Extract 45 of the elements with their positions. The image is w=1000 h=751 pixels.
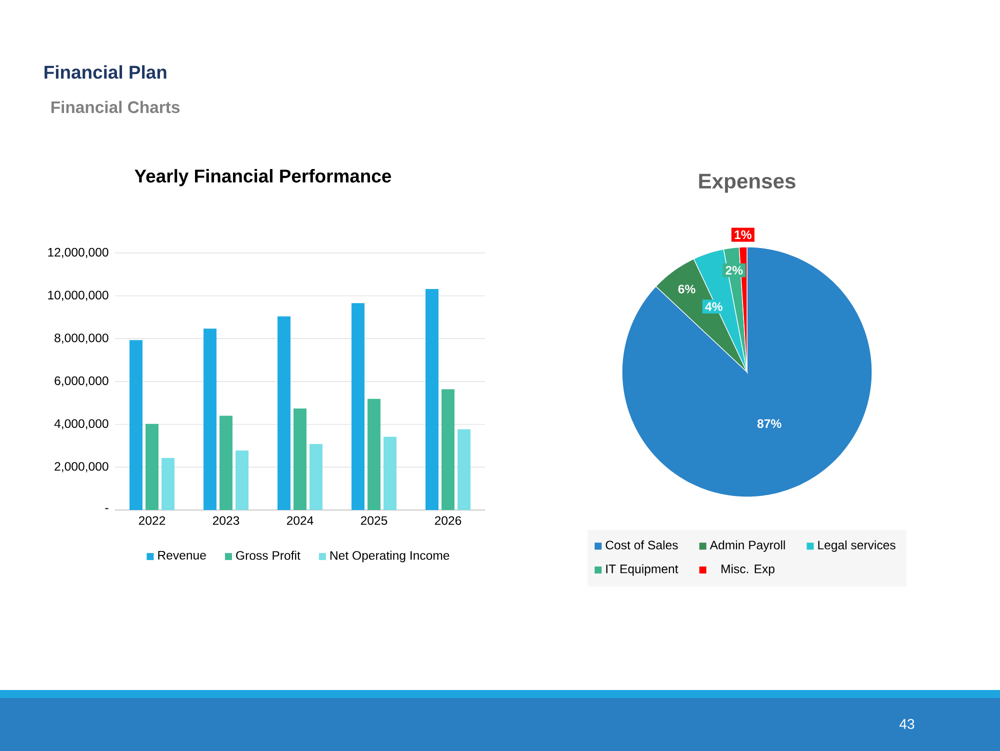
bar xyxy=(146,424,159,510)
bar xyxy=(442,389,455,510)
bar xyxy=(130,340,143,510)
x-tick-label: 2024 xyxy=(286,516,314,525)
bar xyxy=(352,303,365,510)
legend-label: Revenue xyxy=(158,551,206,560)
y-tick-label: 6,000,000 xyxy=(54,376,108,387)
y-tick-label: 10,000,000 xyxy=(48,290,108,301)
bar xyxy=(278,316,291,510)
text: Financial Charts xyxy=(51,100,180,114)
y-tick-label: 8,000,000 xyxy=(54,334,108,344)
bar xyxy=(204,328,217,510)
legend-label: Cost of Sales xyxy=(606,540,678,550)
legend-label: Legal services xyxy=(818,540,896,552)
legend-label: Misc. Exp xyxy=(722,564,774,576)
data-label: 87% xyxy=(757,419,782,428)
bar xyxy=(384,436,397,510)
legend-label: Net Operating Income xyxy=(330,550,450,562)
bar xyxy=(162,458,175,510)
chart-title: Expenses xyxy=(699,174,796,193)
legend-label: IT Equipment xyxy=(606,564,678,576)
y-tick-label: - xyxy=(105,508,108,510)
bar xyxy=(220,416,233,510)
bar xyxy=(310,444,323,510)
data-label: 4% xyxy=(705,302,722,311)
x-tick-label: 2025 xyxy=(360,516,388,525)
y-tick-label: 2,000,000 xyxy=(54,462,108,472)
legend-label: Admin Payroll xyxy=(710,540,785,552)
data-label: 6% xyxy=(678,284,696,294)
x-tick-label: 2022 xyxy=(138,516,166,525)
data-label: 2% xyxy=(726,266,743,275)
bar xyxy=(368,398,381,510)
x-tick-label: 2026 xyxy=(434,516,462,525)
chart-title: Yearly Financial Performance xyxy=(134,169,392,186)
text: 43 xyxy=(900,719,914,729)
legend-label: Gross Profit xyxy=(236,550,300,560)
bar xyxy=(458,429,471,510)
y-tick-label: 4,000,000 xyxy=(54,419,108,430)
bar xyxy=(294,408,307,510)
bar xyxy=(236,450,249,510)
y-tick-label: 12,000,000 xyxy=(48,248,108,258)
text: Financial Plan xyxy=(44,65,166,79)
data-label: 1% xyxy=(734,230,752,240)
bar xyxy=(426,288,439,510)
x-tick-label: 2023 xyxy=(212,516,240,525)
